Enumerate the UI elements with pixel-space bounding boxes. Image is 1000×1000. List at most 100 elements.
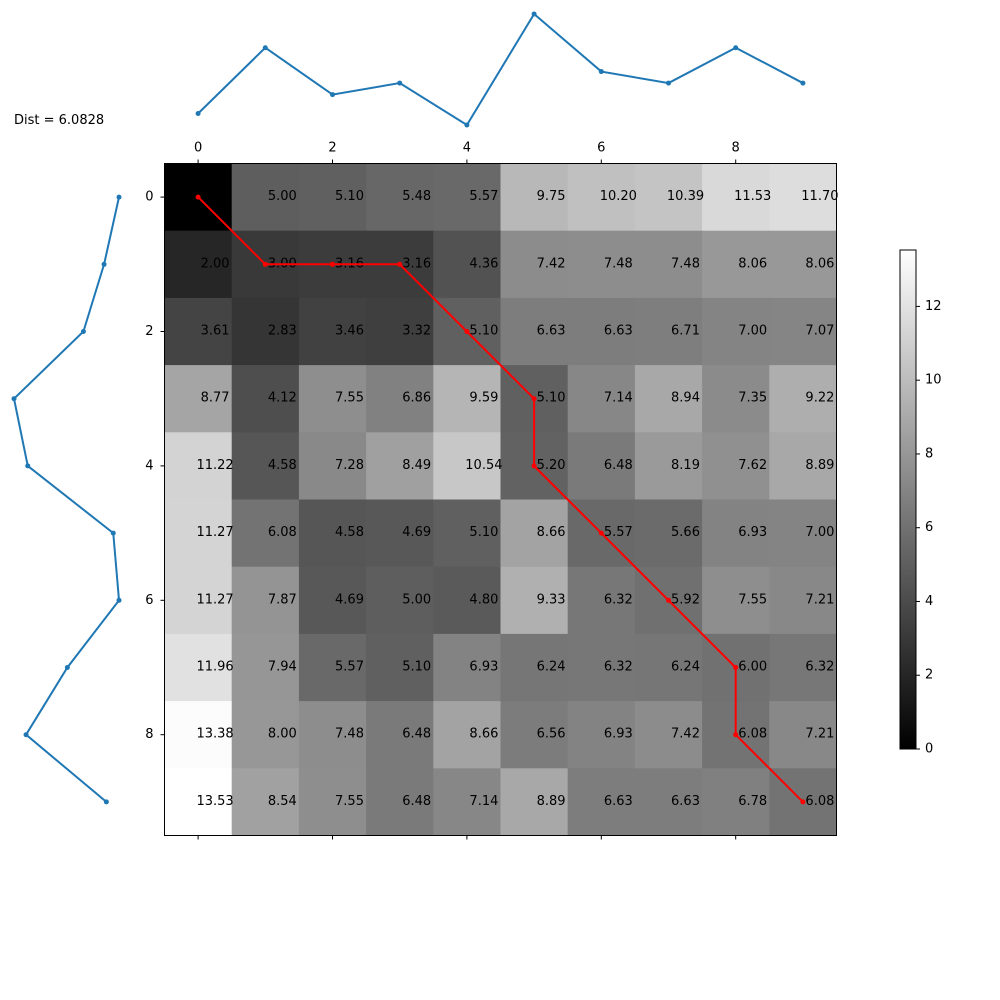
colorbar-tick-label: 0 <box>925 742 933 757</box>
cell-value-label: 8.49 <box>402 458 431 473</box>
cell-value-label: 8.06 <box>805 256 834 271</box>
heatmap-cell <box>702 768 770 836</box>
cell-value-label: 3.32 <box>402 324 431 339</box>
heatmap-cell <box>164 499 233 568</box>
heatmap-cell <box>164 768 233 836</box>
heatmap-cell <box>702 499 770 568</box>
heatmap-cell <box>298 365 367 433</box>
cell-value-label: 7.62 <box>738 458 767 473</box>
warping-path-point <box>598 530 604 536</box>
cell-value-label: 6.93 <box>738 525 767 540</box>
heatmap-cell <box>567 230 636 299</box>
heatmap-cell <box>164 566 233 635</box>
cell-value-label: 7.21 <box>805 727 834 742</box>
left-series-point <box>116 194 122 200</box>
left-series-point <box>80 329 86 334</box>
heatmap-cell <box>500 566 569 635</box>
cell-value-label: 7.48 <box>604 256 633 271</box>
cell-value-label: 6.08 <box>738 727 767 742</box>
colorbar: 0 2 4 6 8 10 12 <box>899 249 942 757</box>
left-series-point <box>110 530 116 536</box>
warping-path-line <box>197 196 804 803</box>
cell-value-label: 10.54 <box>465 458 502 473</box>
y-tick-label: 2 <box>145 324 153 339</box>
cell-value-label: 6.08 <box>805 794 834 809</box>
heatmap-cell <box>298 499 367 568</box>
x-tick-label: 6 <box>597 141 605 156</box>
cell-value-label: 11.96 <box>196 660 233 675</box>
cell-value-label: 6.71 <box>671 324 700 339</box>
top-series-point <box>262 45 268 51</box>
cell-value-label: 7.35 <box>738 391 767 406</box>
heatmap-cell <box>500 633 569 702</box>
heatmap-cell <box>298 633 367 702</box>
cell-value-label: 7.42 <box>671 727 700 742</box>
cell-value-label: 8.77 <box>201 391 230 406</box>
cell-value-label: 6.93 <box>604 727 633 742</box>
heatmap-cell <box>567 365 636 433</box>
cell-value-label: 9.33 <box>537 592 566 607</box>
heatmap-cell <box>164 633 233 702</box>
warping-path-point <box>195 194 201 200</box>
heatmap-cell <box>366 365 434 433</box>
left-series-point <box>25 463 31 469</box>
heatmap-cell <box>366 633 434 702</box>
colorbar-tick-label: 8 <box>925 446 933 461</box>
warping-path-point <box>464 329 470 334</box>
cell-value-label: 7.28 <box>335 458 364 473</box>
cell-value-label: 11.27 <box>196 592 233 607</box>
heatmap-cell <box>231 499 300 568</box>
heatmap-cell <box>769 163 837 232</box>
top-series-point <box>598 69 604 75</box>
heatmap-cell <box>634 633 703 702</box>
cell-value-label: 5.57 <box>604 525 633 540</box>
heatmap-cell <box>634 768 703 836</box>
cell-value-label: 5.10 <box>469 525 498 540</box>
cell-value-label: 7.48 <box>671 256 700 271</box>
cell-value-label: 7.42 <box>537 256 566 271</box>
colorbar-tick-label: 6 <box>925 520 933 535</box>
top-series-point <box>195 110 201 116</box>
heatmap-cell <box>366 297 434 366</box>
warping-path-point <box>262 261 268 267</box>
heatmap-cell <box>231 701 300 769</box>
warping-path-point <box>397 261 403 267</box>
heatmap-cell <box>298 566 367 635</box>
cell-value-label: 7.14 <box>604 391 633 406</box>
cell-value-label: 5.57 <box>469 189 498 204</box>
colorbar-gradient <box>899 249 917 750</box>
top-series-point <box>800 80 806 86</box>
heatmap-cell <box>702 566 770 635</box>
cell-value-label: 8.66 <box>537 525 566 540</box>
heatmap-cell <box>702 297 770 366</box>
heatmap-cell <box>164 432 233 500</box>
cell-value-label: 4.58 <box>268 458 297 473</box>
x-tick-label: 4 <box>463 141 471 156</box>
heatmap-cell <box>366 768 434 836</box>
cell-value-label: 5.48 <box>402 189 431 204</box>
heatmap-cell <box>500 230 569 299</box>
heatmap-cell <box>769 499 837 568</box>
heatmap-cell <box>769 230 837 299</box>
cell-value-label: 2.00 <box>201 256 230 271</box>
heatmap-cell <box>567 768 636 836</box>
heatmap-cell <box>567 432 636 500</box>
heatmap-cell <box>298 701 367 769</box>
cell-value-label: 4.58 <box>335 525 364 540</box>
cell-value-label: 2.83 <box>268 324 297 339</box>
cell-value-label: 7.07 <box>805 324 834 339</box>
cell-value-label: 7.21 <box>805 592 834 607</box>
left-series-point <box>11 396 17 402</box>
cell-value-label: 6.32 <box>604 660 633 675</box>
cell-value-label: 9.75 <box>537 189 566 204</box>
heatmap-cell <box>634 230 703 299</box>
cell-value-label: 5.00 <box>268 189 297 204</box>
cell-value-label: 5.57 <box>335 660 364 675</box>
heatmap-cell <box>164 297 233 366</box>
heatmap-cell <box>231 768 300 836</box>
cell-value-label: 9.22 <box>805 391 834 406</box>
top-series-point <box>464 122 470 128</box>
warping-path-point <box>800 799 806 805</box>
cell-value-label: 8.19 <box>671 458 700 473</box>
